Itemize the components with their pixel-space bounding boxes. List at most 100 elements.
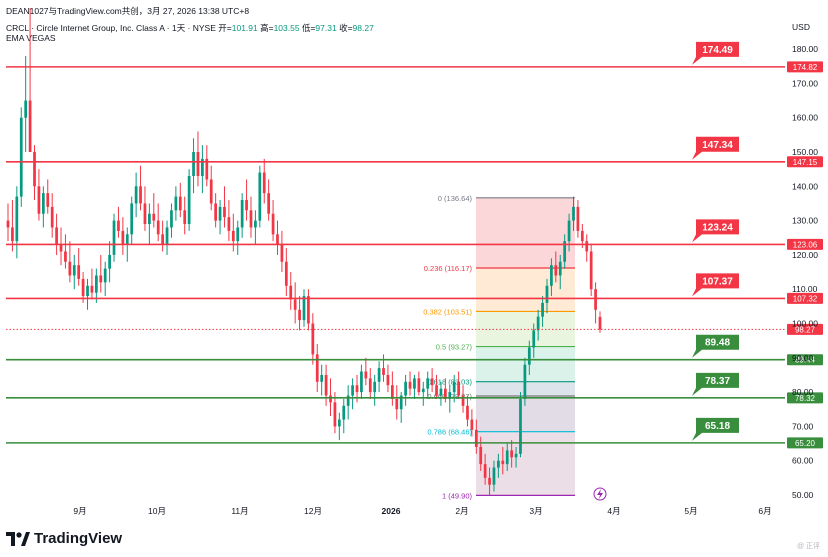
resistance-axis-tag <box>787 156 823 168</box>
candle-body <box>519 398 522 454</box>
resistance-axis-label: 174.82 <box>793 63 818 72</box>
candle-body <box>337 419 341 427</box>
support-axis-tag <box>787 437 823 449</box>
y-tick-label: 160.00 <box>792 113 818 123</box>
candle-body <box>408 381 412 389</box>
resistance-callout-label: 174.49 <box>702 45 733 56</box>
resistance-callout[interactable] <box>692 219 739 243</box>
indicator-label[interactable]: EMA VEGAS <box>6 33 56 43</box>
candle-body <box>492 467 496 485</box>
candle-body <box>121 230 125 245</box>
candle-body <box>373 381 377 393</box>
candle-body <box>50 206 54 228</box>
support-axis-tag <box>787 354 823 366</box>
candle-body <box>505 450 509 465</box>
y-tick-label: 180.00 <box>792 44 818 54</box>
candle-body <box>320 374 324 382</box>
tradingview-logo[interactable]: TradingView <box>6 530 122 547</box>
candle-body <box>125 234 129 245</box>
candle-body <box>55 227 58 245</box>
candle-body <box>554 265 558 276</box>
support-callout-label: 78.37 <box>705 376 730 387</box>
candle-body <box>483 464 487 478</box>
candle-body <box>390 385 394 399</box>
candle-body <box>152 213 156 221</box>
candle-body <box>550 265 553 286</box>
support-callout[interactable] <box>692 334 739 358</box>
candle-body <box>6 220 10 228</box>
price-axis[interactable]: 50.00 60.00 70.00 80.00 90.00 100.00 110.00 120… <box>792 44 818 500</box>
resistance-axis-label: 147.15 <box>793 158 818 167</box>
x-tick-label: 12月 <box>304 506 322 516</box>
candle-body <box>201 158 204 177</box>
x-tick-label: 3月 <box>529 506 542 516</box>
candle-body <box>360 371 363 393</box>
candle-body <box>594 289 597 310</box>
candle-body <box>28 100 32 152</box>
high-value: 103.55 <box>273 23 300 33</box>
candle-body <box>267 193 271 214</box>
candle-body <box>572 206 575 221</box>
y-tick-label: 110.00 <box>792 284 818 294</box>
candle-body <box>254 220 257 228</box>
current-price-tag[interactable] <box>787 323 823 335</box>
candle-body <box>329 395 332 403</box>
currency-label: USD <box>792 22 810 32</box>
resistance-callout[interactable] <box>692 136 739 160</box>
resistance-callout[interactable] <box>692 41 739 65</box>
support-callout[interactable] <box>692 417 739 441</box>
candle-body <box>170 210 173 228</box>
resistance-callout-label: 147.34 <box>702 140 733 151</box>
x-tick-label: 2026 <box>382 506 401 516</box>
y-tick-label: 100.00 <box>792 319 818 329</box>
support-callout[interactable] <box>692 372 739 396</box>
candle-body <box>523 364 527 399</box>
candle-body <box>178 196 182 211</box>
y-tick-label: 80.00 <box>792 387 814 397</box>
candle-body <box>470 419 474 430</box>
fib-level-label: 1 (49.90) <box>442 491 473 500</box>
candle-body <box>284 261 288 286</box>
time-axis[interactable]: 9月 10月 11月 12月 2026 2月 3月 4月 5月 6月 <box>73 506 771 516</box>
candle-body <box>580 230 584 242</box>
symbol-title[interactable]: CRCL · Circle Internet Group, Inc. Class… <box>6 23 216 33</box>
price-levels[interactable]: 174.82 174.49 147.15 147.34 123.06 123.24 107.… <box>6 41 823 449</box>
x-tick-label: 10月 <box>148 506 166 516</box>
y-tick-label: 120.00 <box>792 250 818 260</box>
current-price-label: 98.27 <box>795 325 816 334</box>
candle-body <box>589 251 593 290</box>
y-tick-label: 70.00 <box>792 421 814 431</box>
candle-body <box>417 378 421 393</box>
support-axis-label: 78.32 <box>795 394 816 403</box>
candle-body <box>497 460 500 468</box>
candle-body <box>134 186 138 204</box>
candle-body <box>444 388 447 399</box>
fibonacci-retracement[interactable]: 0 (136.64) 0.236 (116.17) 0.382 (103.51) 0.… <box>423 194 575 501</box>
candle-body <box>289 285 293 300</box>
candle-body <box>404 381 407 396</box>
candle-body <box>474 429 478 447</box>
x-tick-label: 9月 <box>73 506 86 516</box>
support-axis-tag <box>787 392 823 404</box>
candle-body <box>174 196 178 211</box>
candle-body <box>33 152 36 187</box>
candle-body <box>382 368 385 375</box>
candle-body <box>117 220 120 231</box>
candle-body <box>364 371 368 379</box>
candle-body <box>558 261 562 276</box>
candle-body <box>399 395 403 410</box>
open-value: 101.91 <box>231 23 258 33</box>
candle-body <box>86 285 89 297</box>
candle-body <box>576 206 580 231</box>
resistance-callout[interactable] <box>692 273 739 297</box>
lightning-icon[interactable] <box>593 487 607 501</box>
candle-body <box>249 210 253 228</box>
candle-body <box>94 275 98 293</box>
chart-byline: DEAN1027与TradingView.com共创，3月 27, 2026 1… <box>6 6 250 16</box>
y-tick-label: 60.00 <box>792 456 814 466</box>
candle-body <box>426 378 430 389</box>
candle-body <box>346 395 350 406</box>
candle-body <box>209 179 213 204</box>
candle-body <box>139 186 142 204</box>
